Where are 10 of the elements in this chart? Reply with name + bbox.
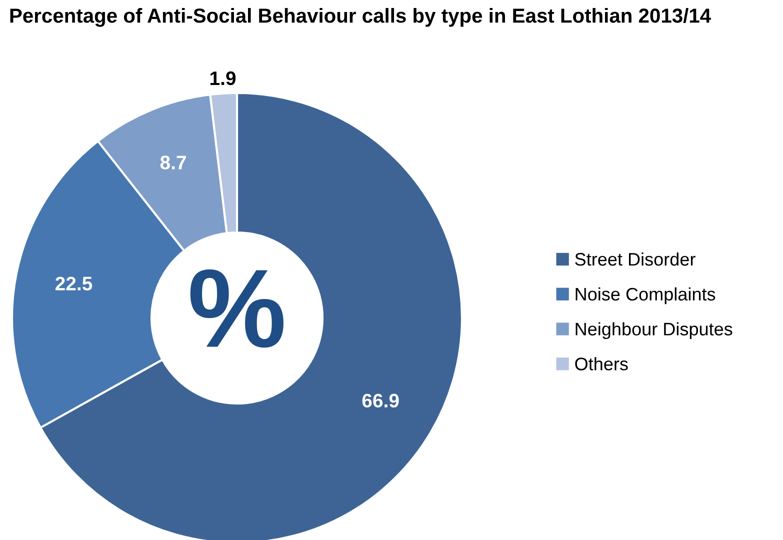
- legend-label: Noise Complaints: [576, 287, 716, 304]
- legend-label: Street Disorder: [575, 252, 696, 266]
- data-label: 1.9: [210, 71, 236, 86]
- legend-label: Neighbour Disputes: [576, 322, 732, 340]
- data-label: 66.9: [362, 394, 399, 408]
- data-label: 22.5: [56, 276, 92, 290]
- text: %: [190, 269, 284, 348]
- data-label: 8.7: [160, 156, 186, 170]
- chart-title: Percentage of Anti-Social Behaviour calls by type in East Lothian 2013/14: [10, 8, 711, 27]
- legend-label: Others: [575, 357, 628, 370]
